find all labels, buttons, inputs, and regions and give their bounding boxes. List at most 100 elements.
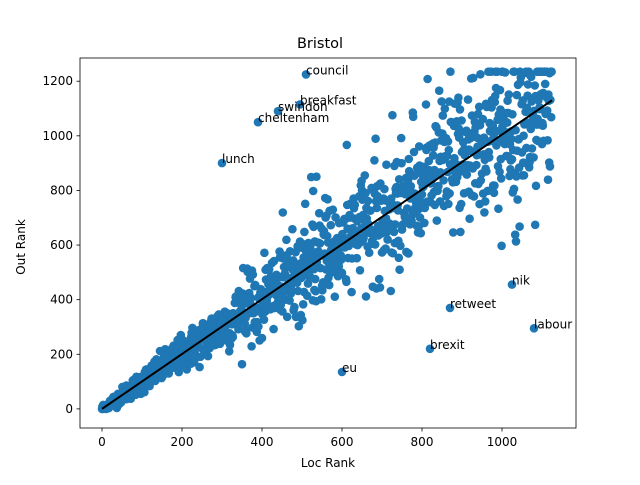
data-point <box>438 111 448 120</box>
data-point <box>347 287 356 297</box>
x-tick-label: 400 <box>251 435 274 449</box>
data-point <box>472 160 481 170</box>
data-point <box>511 125 520 135</box>
data-point <box>440 104 450 113</box>
data-point <box>350 200 360 210</box>
data-point <box>386 286 396 296</box>
data-point-swindon <box>273 106 283 116</box>
data-point <box>480 197 490 206</box>
data-point <box>328 205 338 214</box>
data-point <box>298 300 308 309</box>
x-tick-label: 800 <box>411 435 434 449</box>
data-point <box>434 86 444 95</box>
data-point <box>512 90 522 100</box>
data-point <box>145 381 154 391</box>
data-point <box>247 342 256 351</box>
data-point <box>322 231 332 241</box>
data-point <box>395 265 404 275</box>
data-point <box>389 227 399 237</box>
data-point <box>502 118 512 127</box>
data-point-eu <box>337 367 347 377</box>
data-point <box>336 255 346 264</box>
data-point <box>490 91 500 101</box>
data-point <box>526 124 536 134</box>
data-point <box>164 369 174 378</box>
data-point <box>513 195 522 204</box>
data-point <box>397 158 406 168</box>
data-point <box>484 153 494 162</box>
data-point <box>371 134 380 143</box>
x-tick-label: 200 <box>171 435 194 449</box>
data-point-labour <box>529 324 539 333</box>
data-point <box>457 116 466 125</box>
data-point <box>509 184 519 194</box>
data-point <box>529 153 538 162</box>
data-point <box>288 224 297 234</box>
data-point <box>456 199 466 209</box>
data-point <box>434 182 443 191</box>
data-point <box>500 68 510 77</box>
data-point <box>519 171 529 180</box>
data-point <box>527 144 537 153</box>
data-point <box>478 114 488 124</box>
data-point-nik <box>507 280 517 289</box>
annotation-eu: eu <box>342 361 357 375</box>
data-point <box>282 235 291 245</box>
fit-line <box>101 99 553 410</box>
data-point <box>375 283 385 292</box>
data-point <box>361 188 370 198</box>
data-point <box>543 175 553 184</box>
data-point <box>355 266 365 275</box>
data-point <box>309 264 319 274</box>
fit-line-layer <box>101 99 553 410</box>
data-point <box>352 253 362 263</box>
data-point <box>530 81 540 90</box>
data-point <box>480 208 489 217</box>
data-point <box>195 362 204 372</box>
data-point <box>526 72 536 82</box>
annotation-swindon: swindon <box>278 100 328 114</box>
data-point <box>530 220 540 230</box>
data-point <box>242 329 251 338</box>
data-point <box>290 302 299 312</box>
data-point <box>490 181 499 190</box>
data-point <box>298 315 307 325</box>
data-point <box>323 195 332 204</box>
data-point <box>463 95 473 104</box>
data-point <box>370 156 379 165</box>
data-point <box>300 199 310 209</box>
annotation-labour: labour <box>534 317 572 331</box>
data-point <box>303 279 313 288</box>
x-tick-label: 1000 <box>487 435 518 449</box>
data-point <box>394 175 404 184</box>
data-point <box>254 322 263 331</box>
data-point <box>437 97 446 106</box>
data-point <box>259 315 269 325</box>
data-point <box>507 134 516 144</box>
data-point <box>326 220 336 230</box>
data-point <box>408 112 418 122</box>
data-point <box>538 121 548 130</box>
data-point <box>496 174 506 183</box>
y-axis-label: Out Rank <box>14 219 28 275</box>
data-point <box>448 228 458 237</box>
data-point <box>316 295 326 304</box>
data-point <box>269 324 278 334</box>
data-point <box>444 145 454 155</box>
data-point <box>523 80 533 89</box>
data-point <box>224 347 234 356</box>
data-point <box>494 204 503 213</box>
annotation-lunch: lunch <box>222 152 255 166</box>
data-point <box>417 190 427 199</box>
data-point <box>363 196 373 206</box>
data-point <box>421 100 431 109</box>
x-tick-label: 600 <box>331 435 354 449</box>
y-tick-label: 1000 <box>42 129 73 143</box>
x-ticks: 0 200 400 600 800 1000 <box>98 428 517 449</box>
data-point <box>465 214 474 223</box>
data-point <box>282 312 292 322</box>
data-point-cheltenham <box>253 117 263 127</box>
data-point <box>337 268 347 278</box>
